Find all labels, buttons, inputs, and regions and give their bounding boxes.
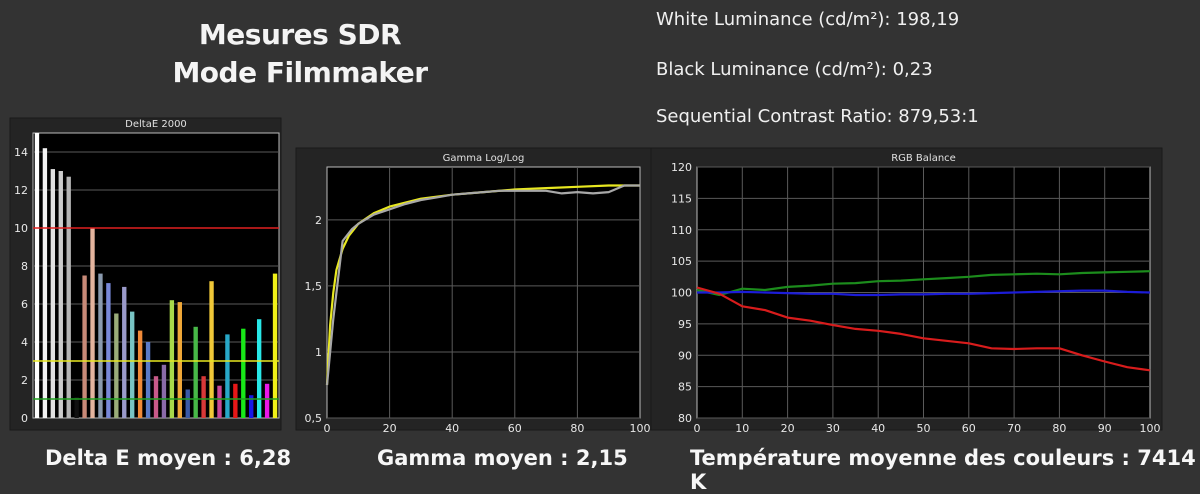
y-tick-label: 10 [14,222,28,235]
deltae-bar [98,273,103,418]
temperature-caption: Température moyenne des couleurs : 7414 … [690,446,1196,494]
deltae-bar [241,328,246,418]
series-line-2 [325,184,640,386]
y-tick-label: 12 [14,184,28,197]
x-tick-label: 100 [1140,422,1161,435]
x-tick-label: 30 [826,422,840,435]
series-line-2 [697,289,1151,297]
deltae-bar [256,319,262,418]
black-luminance-stat: Black Luminance (cd/m²): 0,23 [656,59,933,80]
deltae-bar [145,342,151,418]
series-line-3 [696,286,1151,372]
x-tick-label: 40 [445,422,459,435]
y-tick-label: 1 [315,346,322,359]
deltae-bar [66,176,71,418]
title-line-2: Mode Filmmaker [172,56,428,89]
y-tick-label: 110 [671,224,692,237]
x-tick-label: 40 [871,422,885,435]
y-tick-label: 105 [671,255,692,268]
series-line-1 [696,270,1151,297]
white-luminance-stat: White Luminance (cd/m²): 198,19 [656,9,960,30]
deltae-bar [193,326,198,418]
contrast-ratio-stat: Sequential Contrast Ratio: 879,53:1 [656,106,979,127]
y-tick-label: 100 [671,287,692,300]
deltae-bar [74,397,79,418]
x-tick-label: 20 [383,422,397,435]
deltae-bar [233,383,238,418]
deltae-bar [122,286,127,418]
deltae-bar [209,281,214,418]
x-tick-label: 0 [324,422,331,435]
y-tick-label: 0,5 [305,412,323,425]
x-tick-label: 70 [1007,422,1021,435]
x-tick-label: 50 [917,422,931,435]
deltae-bar [249,395,254,418]
y-tick-label: 80 [678,412,692,425]
x-tick-label: 100 [630,422,651,435]
deltae-bar [264,383,270,418]
deltae-bar [153,376,159,418]
deltae-bar [114,313,119,418]
gamma-caption: Gamma moyen : 2,15 [377,446,628,470]
y-tick-label: 4 [21,336,28,349]
deltae-bar [130,311,135,418]
plot-area-1 [32,132,280,419]
x-tick-label: 60 [962,422,976,435]
y-tick-label: 120 [671,161,692,174]
deltae-bar [50,169,56,418]
chart-title: RGB Balance [891,153,956,164]
deltae-bar [177,302,182,418]
deltae-bar [42,148,48,418]
y-tick-label: 2 [21,374,28,387]
x-tick-label: 0 [694,422,701,435]
y-tick-label: 6 [21,298,28,311]
deltae-bar [217,385,222,418]
y-tick-label: 115 [671,192,692,205]
x-tick-label: 10 [735,422,749,435]
deltae-bar [169,300,175,418]
chart-title: Gamma Log/Log [443,153,525,164]
title-line-1: Mesures SDR [198,18,402,51]
delta-e-caption: Delta E moyen : 6,28 [45,446,292,470]
deltae-bar [185,389,190,418]
x-tick-label: 60 [508,422,522,435]
deltae-bar [272,273,278,418]
deltae-bar [82,275,87,418]
deltae-bar [106,283,111,418]
y-tick-label: 2 [315,214,322,227]
deltae-bar [201,376,206,418]
x-tick-label: 80 [1052,422,1066,435]
deltae-bar [58,171,63,418]
x-tick-label: 20 [781,422,795,435]
deltae-bar [90,228,95,418]
deltae-bar [161,364,167,418]
y-tick-label: 0 [21,412,28,425]
y-tick-label: 85 [678,381,692,394]
deltae-bar [137,330,143,418]
series-line-1 [325,184,640,386]
y-tick-label: 90 [678,349,692,362]
y-tick-label: 14 [14,146,28,159]
y-tick-label: 8 [21,260,28,273]
plot-area-2 [326,166,641,419]
chart-title: DeltaE 2000 [125,119,187,130]
deltae-bar [225,334,230,418]
x-tick-label: 90 [1098,422,1112,435]
y-tick-label: 1,5 [305,280,323,293]
deltae-bar [34,133,40,418]
y-tick-label: 95 [678,318,692,331]
x-tick-label: 80 [570,422,584,435]
